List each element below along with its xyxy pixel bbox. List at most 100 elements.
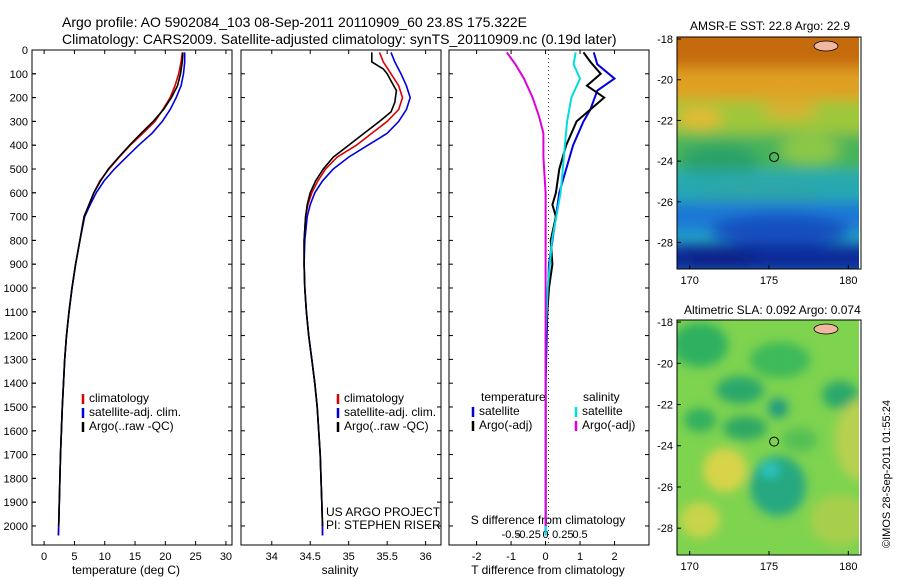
depth-tick-label: 1300: [4, 354, 28, 366]
map-x-tick-label: 170: [681, 561, 699, 573]
depth-tick-label: 1800: [4, 473, 28, 485]
sst-map-panel: AMSR-E SST: 22.8 Argo: 22.9: [657, 19, 862, 287]
depth-tick-label: 300: [10, 116, 28, 128]
legend-label: satellite-adj. clim.: [344, 405, 436, 419]
x-tick-label: 5: [71, 551, 77, 563]
x-tick-label: 1: [577, 551, 583, 563]
series-line-argo-raw-qc-: [57, 52, 184, 527]
map-y-tick-label: -28: [657, 238, 673, 250]
x-tick-label: 34.5: [300, 551, 321, 563]
series-line-t-satellite: [544, 52, 617, 536]
salinity-axis: 34 34.5 35 35.5 36: [241, 49, 441, 563]
map-x-tick-label: 170: [681, 275, 699, 287]
map-y-tick-label: -26: [657, 482, 673, 494]
temperature-series: [57, 52, 186, 536]
series-line-argo-raw-qc-: [303, 52, 398, 527]
difference-axes: [448, 49, 650, 546]
x-tick-label: 20: [159, 551, 171, 563]
map-y-tick-label: -18: [657, 34, 673, 46]
temperature-xlabel: temperature (deg C): [72, 563, 180, 577]
map-y-tick-label: -18: [657, 317, 673, 329]
depth-tick-label: 1700: [4, 450, 28, 462]
series-line-s-satellite: [544, 52, 582, 536]
sst-map-ticks: 170 175 180 -18 -20 -22 -24 -26 -28: [657, 34, 857, 287]
difference-series: [505, 51, 617, 536]
x-tick-label: 36: [419, 551, 431, 563]
legend-label: Argo(..raw -QC): [344, 419, 429, 433]
pi-annotation: PI: STEPHEN RISER: [326, 518, 441, 532]
x-tick-label: 10: [99, 551, 111, 563]
credit-text: ©IMOS 28-Sep-2011 01:55:24: [881, 400, 893, 548]
map-y-tick-label: -20: [657, 358, 673, 370]
map-y-tick-label: -20: [657, 75, 673, 87]
map-x-tick-label: 175: [760, 561, 778, 573]
series-line-satellite-adj-clim-: [57, 52, 186, 536]
x-tick-label: 34: [266, 551, 278, 563]
map-y-tick-label: -24: [657, 156, 673, 168]
s-difference-label: S difference from climatology: [471, 513, 626, 527]
project-annotation: US ARGO PROJECT: [326, 505, 441, 519]
depth-tick-label: 500: [10, 164, 28, 176]
x-tick-label: 15: [129, 551, 141, 563]
figure-title-line1: Argo profile: AO 5902084_103 08-Sep-2011…: [62, 14, 527, 30]
map-x-tick-label: 175: [760, 275, 778, 287]
salinity-series: [303, 52, 412, 536]
map-y-tick-label: -24: [657, 441, 673, 453]
sst-land-mask: [859, 37, 861, 269]
x-tick-label: 35.5: [376, 551, 397, 563]
salinity-axes: [240, 49, 442, 546]
sla-map-ticks: 170 175 180 -18 -20 -22 -24 -26 -28: [657, 317, 857, 573]
depth-tick-label: 700: [10, 212, 28, 224]
legend-label: Argo(..raw -QC): [89, 419, 174, 433]
legend-title-temperature: temperature: [481, 390, 546, 404]
legend-label: satellite-adj. clim.: [89, 405, 181, 419]
sla-land-mask: [859, 320, 861, 555]
difference-axis: -2 -1 0 1 2: [449, 49, 649, 563]
island-shape: [813, 40, 839, 52]
depth-tick-label: 400: [10, 140, 28, 152]
s-tick-label: 0.25: [552, 529, 573, 541]
depth-tick-label: 1100: [4, 307, 28, 319]
series-line-s-argo-adj-: [505, 51, 547, 526]
depth-tick-label: 1000: [4, 283, 28, 295]
depth-tick-label: 1500: [4, 402, 28, 414]
sla-argo-location-marker: [769, 436, 780, 447]
t-difference-label: T difference from climatology: [471, 563, 625, 577]
sst-field: [677, 37, 861, 269]
x-tick-label: 30: [220, 551, 232, 563]
legend-label: climatology: [89, 391, 149, 405]
s-tick-label: 0.5: [572, 529, 587, 541]
depth-tick-label: 900: [10, 259, 28, 271]
map-y-tick-label: -22: [657, 115, 673, 127]
series-line-climatology: [57, 52, 184, 536]
legend-title-salinity: salinity: [583, 390, 620, 404]
depth-tick-label: 1200: [4, 331, 28, 343]
sla-field: [677, 320, 861, 555]
depth-tick-label: 1400: [4, 378, 28, 390]
map-y-tick-label: -22: [657, 400, 673, 412]
island-shape: [813, 323, 839, 335]
depth-tick-label: 200: [10, 93, 28, 105]
series-line-climatology: [303, 52, 404, 536]
x-tick-label: 0: [542, 551, 548, 563]
sst-argo-location-marker: [769, 152, 780, 163]
legend-label: satellite: [582, 404, 623, 418]
x-tick-label: -1: [506, 551, 516, 563]
difference-panel: -2 -1 0 1 2 S difference from climatology -0…: [448, 49, 650, 577]
legend-label: Argo(-adj): [479, 418, 532, 432]
series-line-t-argo-adj-: [544, 51, 606, 526]
x-tick-label: 0: [41, 551, 47, 563]
depth-axis: 0 100 200 300 400 500 600 700 800 900 1000 1100 1200…: [4, 45, 36, 533]
depth-tick-label: 800: [10, 235, 28, 247]
map-y-tick-label: -26: [657, 197, 673, 209]
depth-tick-label: 0: [22, 45, 28, 57]
map-x-tick-label: 180: [839, 561, 857, 573]
salinity-xlabel: salinity: [322, 563, 359, 577]
s-tick-label: -0.25: [516, 529, 541, 541]
x-tick-label: -2: [472, 551, 482, 563]
figure-title-line2: Climatology: CARS2009. Satellite-adjuste…: [62, 31, 617, 47]
map-x-tick-label: 180: [839, 275, 857, 287]
depth-tick-label: 1900: [4, 497, 28, 509]
